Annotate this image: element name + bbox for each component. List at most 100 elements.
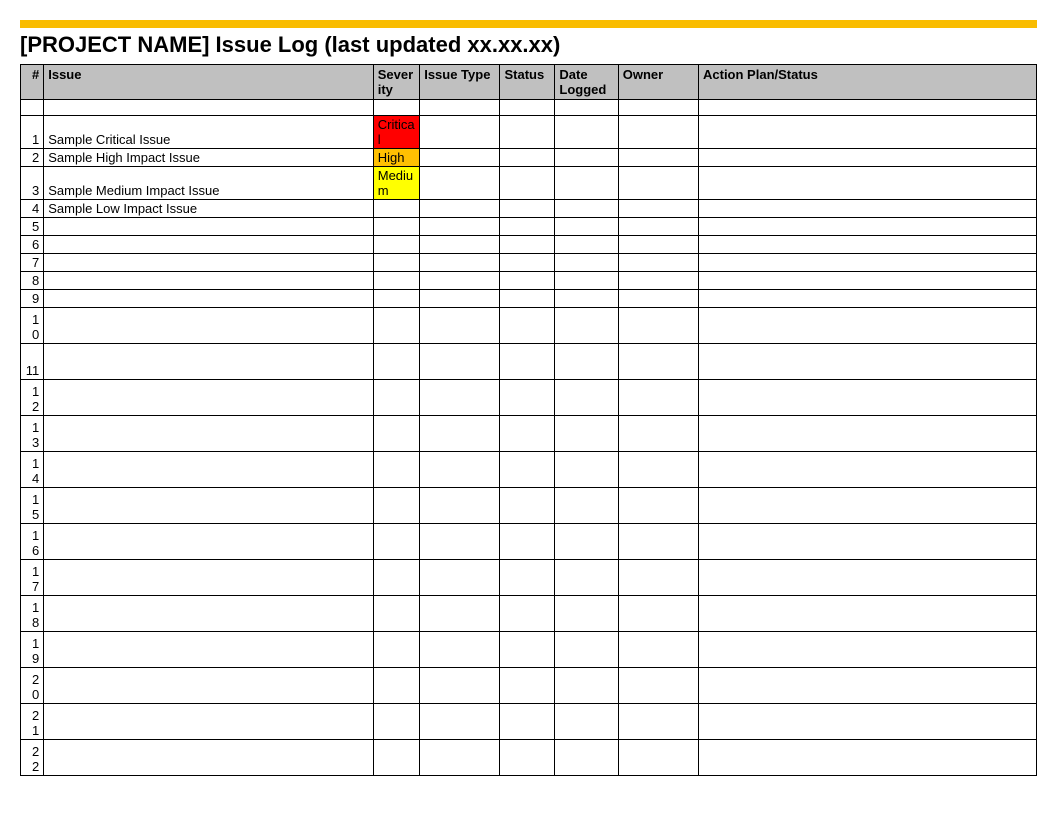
cell-type[interactable]: [420, 272, 500, 290]
cell-owner[interactable]: [618, 308, 698, 344]
col-header-severity[interactable]: Severity: [373, 65, 419, 100]
cell-issue[interactable]: [44, 488, 374, 524]
cell-action[interactable]: [699, 488, 1037, 524]
col-header-num[interactable]: #: [21, 65, 44, 100]
cell-num[interactable]: 7: [21, 254, 44, 272]
cell-status[interactable]: [500, 344, 555, 380]
cell-date[interactable]: [555, 524, 618, 560]
cell-date[interactable]: [555, 704, 618, 740]
cell-action[interactable]: [699, 167, 1037, 200]
cell-status[interactable]: [500, 740, 555, 776]
cell-severity[interactable]: [373, 416, 419, 452]
cell-type[interactable]: [420, 560, 500, 596]
cell-action[interactable]: [699, 236, 1037, 254]
cell-date[interactable]: [555, 272, 618, 290]
cell-owner[interactable]: [618, 200, 698, 218]
cell-num[interactable]: 18: [21, 596, 44, 632]
cell-action[interactable]: [699, 290, 1037, 308]
cell-owner[interactable]: [618, 100, 698, 116]
cell-action[interactable]: [699, 704, 1037, 740]
cell-owner[interactable]: [618, 149, 698, 167]
cell-action[interactable]: [699, 344, 1037, 380]
cell-issue[interactable]: [44, 254, 374, 272]
cell-status[interactable]: [500, 308, 555, 344]
cell-date[interactable]: [555, 416, 618, 452]
col-header-action[interactable]: Action Plan/Status: [699, 65, 1037, 100]
cell-severity[interactable]: ▼: [373, 200, 419, 218]
cell-type[interactable]: [420, 308, 500, 344]
cell-date[interactable]: [555, 167, 618, 200]
cell-status[interactable]: [500, 116, 555, 149]
cell-action[interactable]: [699, 596, 1037, 632]
cell-status[interactable]: [500, 272, 555, 290]
cell-num[interactable]: 16: [21, 524, 44, 560]
cell-status[interactable]: [500, 218, 555, 236]
cell-type[interactable]: [420, 149, 500, 167]
cell-severity[interactable]: [373, 272, 419, 290]
cell-owner[interactable]: [618, 740, 698, 776]
cell-action[interactable]: [699, 452, 1037, 488]
cell-severity[interactable]: [373, 452, 419, 488]
cell-owner[interactable]: [618, 452, 698, 488]
cell-date[interactable]: [555, 254, 618, 272]
cell-status[interactable]: [500, 149, 555, 167]
cell-type[interactable]: [420, 254, 500, 272]
cell-severity[interactable]: [373, 344, 419, 380]
cell-date[interactable]: [555, 149, 618, 167]
col-header-status[interactable]: Status: [500, 65, 555, 100]
cell-owner[interactable]: [618, 632, 698, 668]
cell-type[interactable]: [420, 116, 500, 149]
cell-action[interactable]: [699, 272, 1037, 290]
cell-date[interactable]: [555, 308, 618, 344]
cell-date[interactable]: [555, 632, 618, 668]
cell-owner[interactable]: [618, 380, 698, 416]
cell-type[interactable]: [420, 704, 500, 740]
cell-date[interactable]: [555, 380, 618, 416]
cell-issue[interactable]: [44, 740, 374, 776]
cell-type[interactable]: [420, 218, 500, 236]
cell-action[interactable]: [699, 116, 1037, 149]
cell-num[interactable]: 20: [21, 668, 44, 704]
cell-action[interactable]: [699, 254, 1037, 272]
cell-issue[interactable]: [44, 218, 374, 236]
cell-status[interactable]: [500, 632, 555, 668]
cell-type[interactable]: [420, 740, 500, 776]
cell-type[interactable]: [420, 524, 500, 560]
cell-severity[interactable]: [373, 488, 419, 524]
cell-action[interactable]: [699, 632, 1037, 668]
cell-issue[interactable]: Sample Medium Impact Issue: [44, 167, 374, 200]
cell-owner[interactable]: [618, 488, 698, 524]
cell-issue[interactable]: [44, 290, 374, 308]
cell-owner[interactable]: [618, 290, 698, 308]
cell-date[interactable]: [555, 218, 618, 236]
cell-issue[interactable]: Sample High Impact Issue: [44, 149, 374, 167]
cell-status[interactable]: [500, 290, 555, 308]
col-header-issue[interactable]: Issue: [44, 65, 374, 100]
cell-num[interactable]: 15: [21, 488, 44, 524]
cell-owner[interactable]: [618, 416, 698, 452]
cell-type[interactable]: [420, 167, 500, 200]
cell-severity[interactable]: [373, 740, 419, 776]
cell-action[interactable]: [699, 524, 1037, 560]
cell-owner[interactable]: [618, 704, 698, 740]
cell-issue[interactable]: [44, 416, 374, 452]
cell-issue[interactable]: [44, 380, 374, 416]
cell-date[interactable]: [555, 100, 618, 116]
cell-num[interactable]: 3: [21, 167, 44, 200]
col-header-type[interactable]: Issue Type: [420, 65, 500, 100]
cell-owner[interactable]: [618, 596, 698, 632]
cell-num[interactable]: 6: [21, 236, 44, 254]
cell-severity[interactable]: [373, 596, 419, 632]
cell-status[interactable]: [500, 704, 555, 740]
cell-date[interactable]: [555, 200, 618, 218]
cell-type[interactable]: [420, 488, 500, 524]
cell-num[interactable]: 2: [21, 149, 44, 167]
cell-issue[interactable]: [44, 668, 374, 704]
cell-issue[interactable]: [44, 524, 374, 560]
cell-severity[interactable]: [373, 290, 419, 308]
cell-issue[interactable]: [44, 308, 374, 344]
cell-status[interactable]: [500, 254, 555, 272]
cell-status[interactable]: [500, 200, 555, 218]
cell-action[interactable]: [699, 668, 1037, 704]
cell-owner[interactable]: [618, 668, 698, 704]
